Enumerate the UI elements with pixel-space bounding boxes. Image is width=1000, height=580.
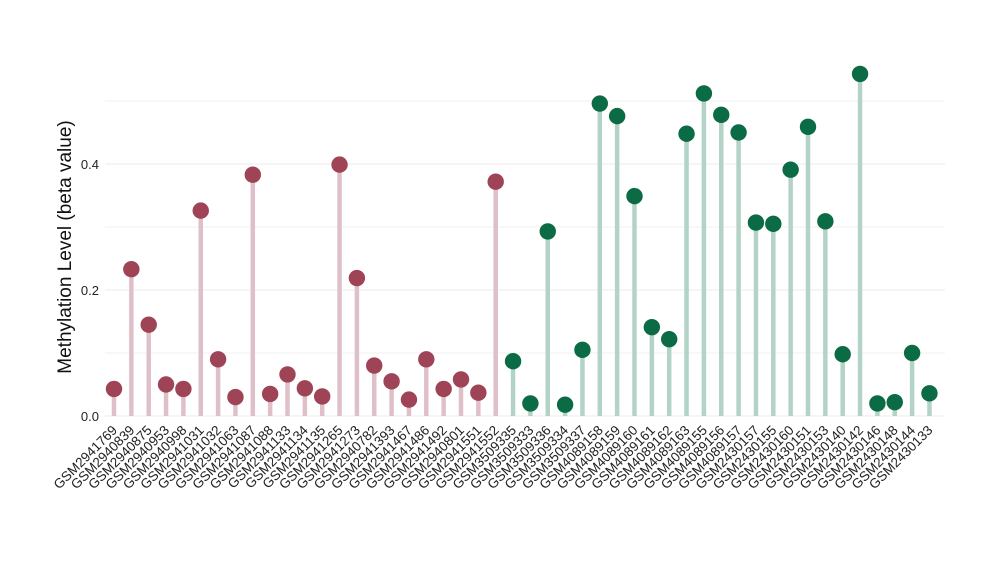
data-point: [556, 396, 574, 413]
data-point: [400, 391, 418, 408]
data-point: [799, 118, 817, 136]
data-point: [713, 106, 730, 124]
data-point: [418, 351, 435, 368]
points: [105, 65, 938, 413]
data-point: [261, 385, 279, 403]
data-point: [279, 366, 296, 383]
data-point: [105, 380, 123, 398]
data-point: [903, 344, 921, 362]
data-point: [435, 380, 452, 398]
data-point: [140, 316, 157, 333]
data-point: [175, 380, 192, 398]
data-point: [366, 357, 383, 374]
data-point: [608, 107, 626, 125]
data-point: [678, 125, 695, 142]
data-point: [314, 388, 331, 405]
data-point: [661, 330, 678, 348]
data-point: [851, 65, 869, 83]
y-tick-label: 0.0: [81, 409, 99, 424]
data-point: [209, 351, 227, 368]
data-point: [227, 388, 244, 406]
data-point: [782, 161, 799, 178]
y-axis-ticks: 0.0 0.2 0.4: [81, 157, 99, 424]
data-point: [643, 318, 661, 336]
data-point: [591, 95, 608, 112]
data-point: [348, 269, 366, 287]
data-point: [626, 187, 643, 205]
data-point: [296, 380, 314, 397]
data-point: [244, 166, 261, 183]
data-point: [886, 393, 903, 411]
data-point: [817, 213, 834, 230]
data-point: [331, 156, 348, 173]
data-point: [522, 395, 539, 412]
y-tick-label: 0.4: [81, 157, 99, 172]
data-point: [487, 173, 504, 190]
y-axis-title: Methylation Level (beta value): [55, 120, 76, 373]
data-point: [730, 124, 747, 141]
x-axis-ticks: GSM2941769GSM2940839GSM2940875GSM2940953…: [51, 422, 936, 492]
data-point: [869, 395, 886, 412]
y-tick-label: 0.2: [81, 283, 99, 298]
data-point: [383, 373, 400, 390]
grid-lines: [105, 100, 945, 417]
data-point: [765, 215, 782, 233]
data-point: [192, 202, 209, 219]
data-point: [921, 385, 938, 402]
data-point: [539, 223, 556, 240]
data-point: [452, 371, 470, 388]
data-point: [504, 352, 522, 370]
data-point: [123, 261, 140, 278]
data-point: [470, 384, 487, 401]
data-point: [574, 341, 591, 359]
data-point: [157, 376, 175, 393]
data-point: [747, 214, 765, 231]
data-point: [695, 85, 713, 102]
data-point: [834, 346, 851, 363]
